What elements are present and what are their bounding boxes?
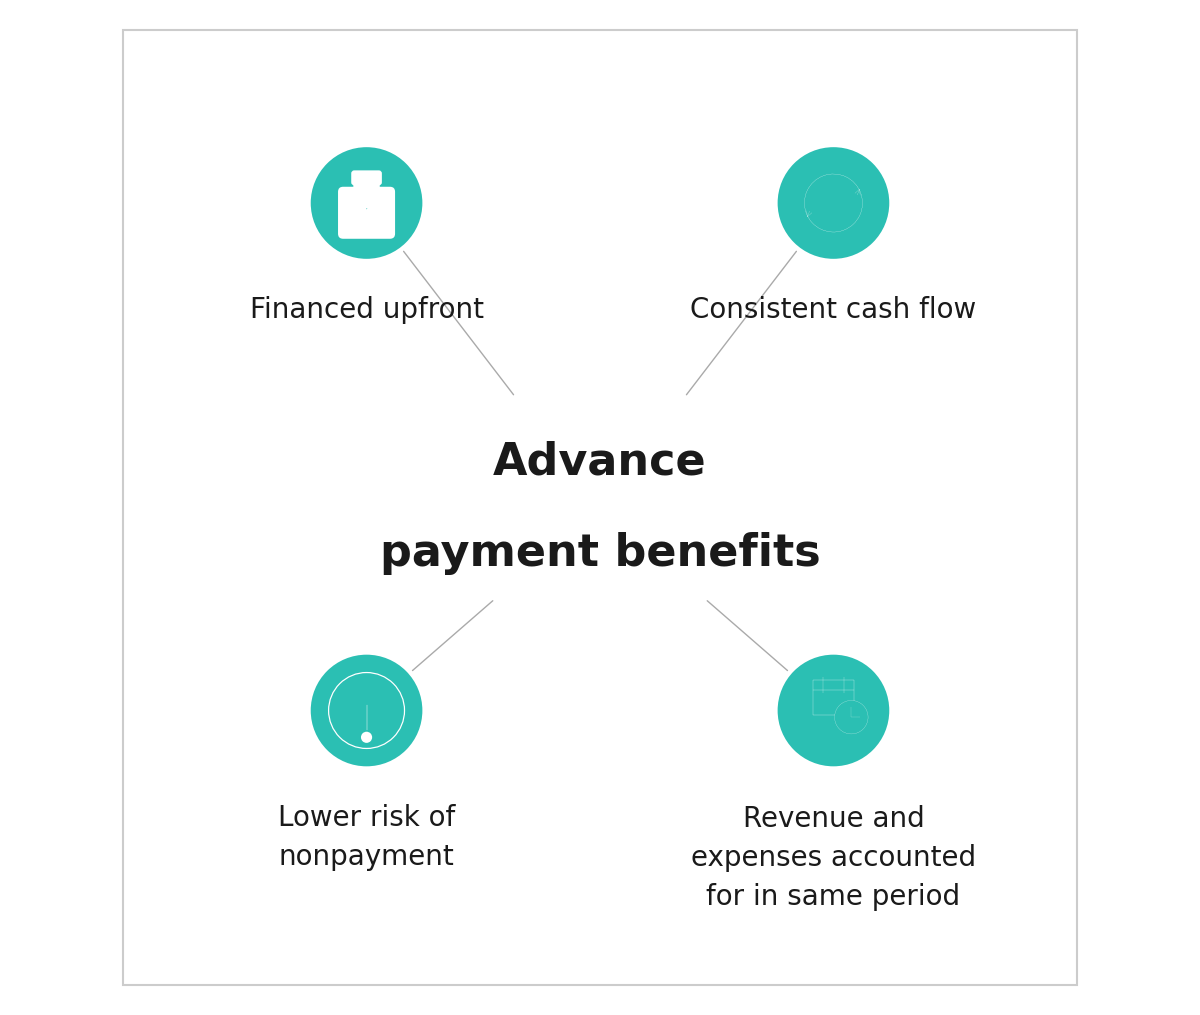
FancyBboxPatch shape	[352, 171, 382, 186]
Text: Financed upfront: Financed upfront	[250, 295, 484, 324]
Text: Advance: Advance	[493, 441, 707, 483]
Circle shape	[834, 700, 868, 734]
Circle shape	[778, 147, 889, 259]
Circle shape	[311, 147, 422, 259]
Text: Consistent cash flow: Consistent cash flow	[690, 295, 977, 324]
Circle shape	[361, 732, 372, 743]
Text: $: $	[366, 208, 367, 209]
FancyBboxPatch shape	[122, 30, 1078, 985]
Text: Revenue and
expenses accounted
for in same period: Revenue and expenses accounted for in sa…	[691, 805, 976, 910]
Text: Lower risk of
nonpayment: Lower risk of nonpayment	[278, 804, 455, 871]
Text: payment benefits: payment benefits	[379, 532, 821, 574]
Circle shape	[311, 655, 422, 766]
FancyBboxPatch shape	[338, 187, 395, 239]
Circle shape	[778, 655, 889, 766]
FancyBboxPatch shape	[353, 180, 379, 194]
